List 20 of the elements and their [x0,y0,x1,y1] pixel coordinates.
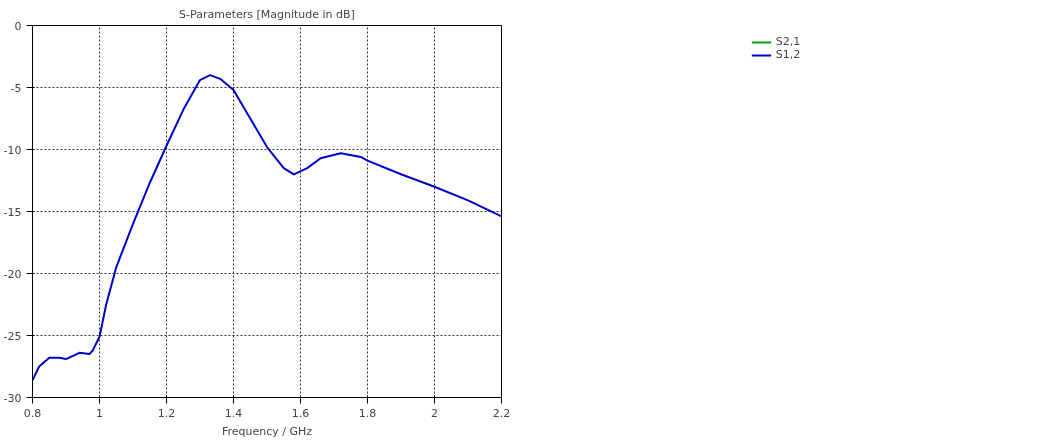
y-tick-label: -20 [3,267,22,281]
y-tick-label: -30 [3,391,22,405]
x-tick-label: 1 [96,406,103,420]
x-tick-label: 0.8 [23,406,42,420]
y-tick-label: 0 [14,19,22,33]
legend-label: S2,1 [775,35,801,48]
x-tick-label: 1.6 [291,406,310,420]
x-tick-label: 2 [431,406,438,420]
x-tick-label: 2.2 [492,406,511,420]
y-tick-label: -15 [3,205,22,219]
y-tick-label: -25 [3,329,22,343]
x-tick-label: 1.2 [157,406,176,420]
chart-title: S-Parameters [Magnitude in dB] [179,7,355,21]
x-tick-label: 1.4 [224,406,243,420]
x-axis-title: Frequency / GHz [221,424,313,438]
legend-label: S1,2 [775,48,801,61]
y-tick-label: -5 [10,81,22,95]
line-series [32,74,502,382]
x-tick-label: 1.8 [358,406,377,420]
y-tick-label: -10 [3,143,22,157]
